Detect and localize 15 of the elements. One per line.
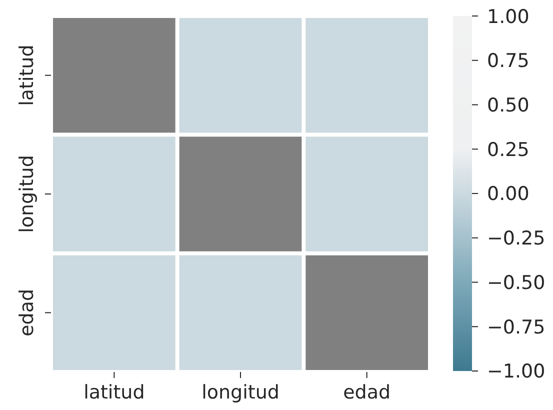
- x-tick-label: longitud: [202, 381, 280, 404]
- color-bar-label: −0.50: [487, 272, 546, 294]
- color-bar-label: 0.50: [487, 94, 530, 116]
- color-bar-label: −0.25: [487, 228, 546, 250]
- color-bar-label: −1.00: [487, 360, 546, 383]
- color-bar-label: −0.75: [487, 316, 546, 338]
- x-tick-label: latitud: [84, 381, 145, 404]
- y-tick-label: longitud: [16, 155, 38, 233]
- color-bar-label: 0.25: [487, 138, 530, 161]
- y-tick-label: edad: [16, 288, 38, 336]
- x-tick-label: edad: [343, 381, 391, 404]
- color-bar-label: 0.00: [487, 183, 530, 206]
- color-bar-label: 0.75: [487, 50, 530, 72]
- y-tick-label: latitud: [16, 44, 38, 106]
- color-bar-label: 1.00: [487, 6, 530, 28]
